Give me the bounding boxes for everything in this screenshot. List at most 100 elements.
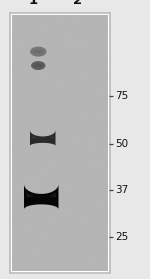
- Point: [20, 81, 23, 85]
- Point: [102, 169, 104, 174]
- Point: [62, 81, 64, 85]
- Point: [66, 125, 68, 130]
- Point: [103, 205, 105, 210]
- Point: [93, 193, 95, 198]
- Point: [38, 90, 40, 95]
- Point: [89, 225, 91, 229]
- Point: [103, 108, 105, 113]
- Point: [73, 226, 76, 231]
- Point: [106, 213, 108, 218]
- Point: [23, 59, 26, 63]
- Point: [54, 258, 57, 263]
- Point: [30, 151, 33, 156]
- Point: [27, 150, 29, 155]
- Point: [85, 53, 87, 57]
- Point: [105, 58, 107, 62]
- Point: [73, 225, 75, 229]
- Point: [105, 247, 108, 252]
- Point: [64, 77, 66, 81]
- Point: [33, 93, 36, 98]
- Point: [36, 156, 38, 161]
- Point: [16, 75, 18, 80]
- Point: [29, 206, 31, 211]
- Point: [34, 219, 36, 223]
- Point: [87, 172, 90, 176]
- Point: [66, 120, 68, 124]
- Point: [32, 254, 34, 259]
- Point: [38, 97, 40, 102]
- Point: [36, 57, 38, 62]
- Point: [84, 109, 86, 113]
- Text: 1: 1: [28, 0, 38, 7]
- Point: [46, 67, 48, 71]
- Point: [104, 145, 107, 150]
- Point: [68, 104, 70, 108]
- Point: [102, 88, 104, 92]
- Point: [35, 173, 37, 177]
- Point: [106, 215, 108, 219]
- Point: [20, 97, 22, 102]
- Point: [42, 86, 44, 91]
- Point: [68, 195, 70, 199]
- Point: [99, 59, 102, 63]
- Point: [38, 131, 40, 136]
- Point: [59, 190, 61, 195]
- Point: [21, 188, 24, 193]
- Point: [72, 33, 75, 37]
- Point: [88, 159, 91, 163]
- Point: [40, 25, 43, 29]
- Point: [104, 34, 106, 39]
- Point: [31, 151, 34, 156]
- Point: [36, 120, 38, 124]
- Point: [24, 34, 27, 38]
- Point: [41, 73, 44, 78]
- Point: [40, 140, 42, 145]
- Point: [90, 147, 92, 151]
- Point: [101, 184, 104, 189]
- Point: [91, 62, 93, 67]
- Point: [52, 70, 55, 74]
- Point: [97, 68, 99, 72]
- Point: [39, 33, 41, 37]
- Point: [55, 251, 58, 256]
- Point: [97, 146, 100, 151]
- Point: [101, 232, 103, 237]
- Point: [105, 234, 108, 238]
- Point: [32, 119, 34, 123]
- Point: [31, 236, 33, 240]
- Point: [43, 254, 45, 258]
- Point: [22, 54, 25, 58]
- Point: [97, 102, 100, 106]
- Point: [55, 92, 57, 97]
- Point: [84, 249, 87, 253]
- Point: [88, 103, 91, 108]
- Point: [51, 98, 53, 102]
- Point: [40, 228, 43, 233]
- Point: [85, 58, 88, 63]
- Point: [74, 190, 76, 195]
- Point: [40, 113, 42, 117]
- Point: [63, 239, 66, 244]
- Point: [59, 120, 62, 125]
- Point: [33, 197, 36, 202]
- Point: [100, 228, 103, 232]
- Point: [61, 204, 64, 208]
- Point: [75, 225, 78, 229]
- Point: [79, 164, 81, 168]
- Point: [96, 220, 99, 224]
- Point: [91, 146, 93, 151]
- Point: [51, 56, 53, 61]
- Point: [50, 260, 52, 264]
- Point: [50, 244, 53, 249]
- Point: [25, 21, 28, 26]
- Point: [76, 172, 79, 176]
- Point: [59, 230, 61, 235]
- Point: [75, 43, 78, 47]
- Point: [25, 142, 28, 146]
- Point: [24, 199, 26, 203]
- Point: [89, 141, 92, 145]
- Point: [59, 33, 62, 37]
- Point: [65, 242, 67, 247]
- Point: [80, 129, 82, 134]
- Point: [84, 95, 87, 99]
